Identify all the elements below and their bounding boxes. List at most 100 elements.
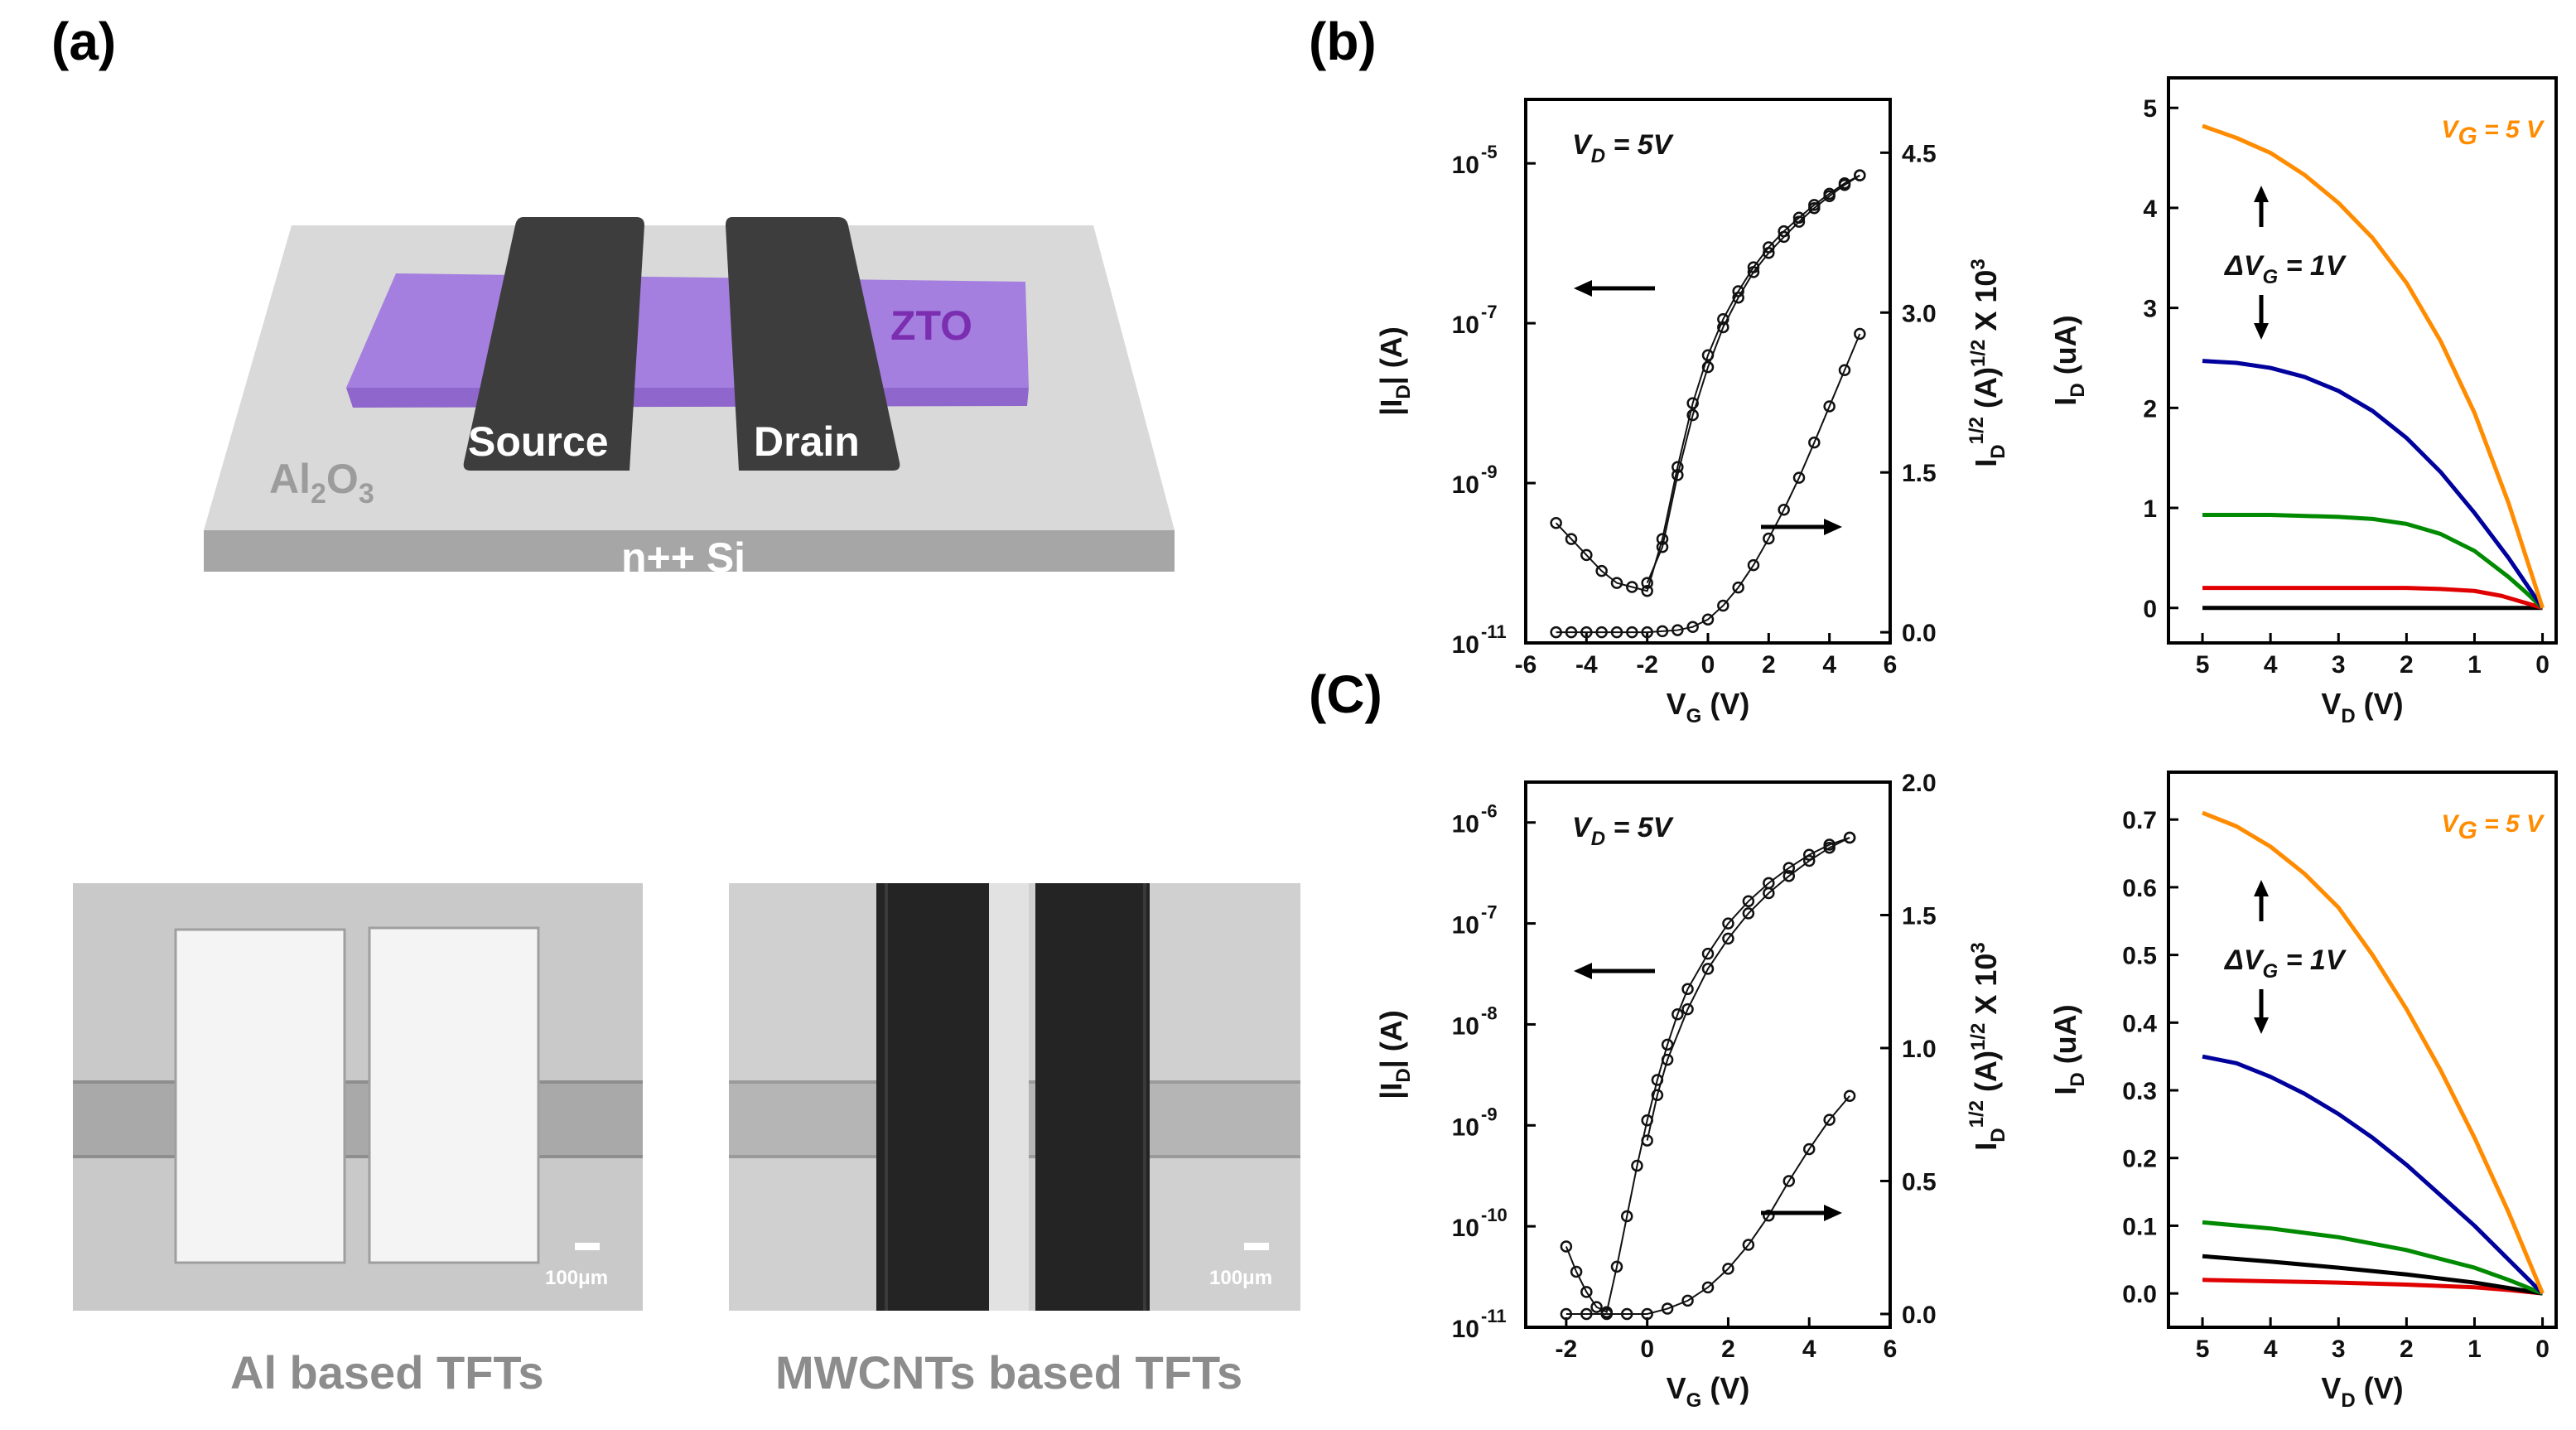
x-tick-label: 4 bbox=[1822, 651, 1836, 679]
x-axis-title: VG (V) bbox=[1667, 1371, 1750, 1412]
data-point bbox=[1686, 397, 1699, 409]
x-tick-label: 6 bbox=[1884, 651, 1898, 679]
data-point bbox=[1681, 1294, 1694, 1307]
y-right-tick-label: 0.0 bbox=[1902, 620, 1937, 647]
data-point bbox=[1620, 1307, 1633, 1321]
data-point bbox=[1641, 626, 1653, 639]
data-point bbox=[1651, 1089, 1664, 1101]
x-tick-label: 4 bbox=[2264, 651, 2278, 679]
delta-vg-label: ΔVG = 1V bbox=[2223, 944, 2347, 983]
y-right-axis-title: ID1/2 (A)1/2 X 103 bbox=[1966, 258, 2009, 467]
text-part: V bbox=[2321, 1371, 2341, 1405]
caption-right: MWCNTs based TFTs bbox=[775, 1346, 1242, 1399]
text-part: 10 bbox=[1452, 912, 1479, 940]
drain-label: Drain bbox=[754, 418, 860, 465]
y-right-tick-label: 1.5 bbox=[1902, 902, 1937, 930]
y-right-tick-label: 3.0 bbox=[1902, 300, 1937, 327]
data-point bbox=[1610, 577, 1623, 589]
x-tick-label: -2 bbox=[1556, 1336, 1578, 1363]
text-part: | (A) bbox=[1374, 1010, 1409, 1068]
data-point bbox=[1595, 626, 1608, 639]
text-part: 10 bbox=[1452, 631, 1479, 659]
text-part: D bbox=[1987, 444, 2009, 458]
data-point bbox=[1672, 624, 1684, 636]
text-part: V bbox=[1572, 812, 1594, 843]
y-left-tick-label: 10 bbox=[1452, 1316, 1479, 1343]
text-part: = 5 V bbox=[2477, 810, 2545, 838]
data-point bbox=[1641, 1134, 1653, 1147]
data-point bbox=[1823, 1114, 1836, 1126]
x-tick-label: 4 bbox=[2264, 1336, 2278, 1363]
data-point bbox=[1580, 1286, 1593, 1298]
data-point bbox=[1701, 947, 1715, 960]
x-tick-label: -4 bbox=[1575, 651, 1598, 679]
plot-frame bbox=[2167, 76, 2558, 645]
y-tick-label: 0.3 bbox=[2122, 1078, 2157, 1105]
data-point bbox=[1732, 291, 1744, 304]
delta-vg-label: ΔVG = 1V bbox=[2223, 250, 2347, 288]
data-point bbox=[1580, 1307, 1593, 1321]
scale-bar-right: 100μm bbox=[1209, 1267, 1272, 1289]
data-point bbox=[1782, 870, 1796, 882]
data-point bbox=[1732, 581, 1744, 594]
text-part: 10 bbox=[1452, 1215, 1479, 1242]
down-arrow-head bbox=[2254, 1017, 2269, 1034]
channel-edge bbox=[346, 388, 1029, 408]
series-line bbox=[1565, 837, 1850, 1314]
data-point bbox=[1854, 169, 1866, 181]
x-axis-title: VD (V) bbox=[2321, 687, 2403, 727]
text-part: V bbox=[1667, 1371, 1686, 1405]
text-part: G bbox=[2458, 123, 2477, 150]
data-point bbox=[1782, 862, 1796, 874]
text-part: D bbox=[2341, 705, 2355, 727]
text-part: D bbox=[1591, 145, 1605, 167]
text-part: D bbox=[2067, 1072, 2089, 1086]
x-tick-label: -2 bbox=[1636, 651, 1658, 679]
text-part: | (A) bbox=[1374, 326, 1409, 384]
x-tick-label: 2 bbox=[1721, 1336, 1735, 1363]
y-tick-label: 0.2 bbox=[2122, 1146, 2157, 1173]
text-part: 10 bbox=[1452, 152, 1479, 179]
data-point bbox=[1823, 400, 1836, 413]
text-part: (uA) bbox=[2048, 1004, 2082, 1072]
data-point bbox=[1672, 469, 1684, 481]
text-part: I bbox=[1969, 1143, 2003, 1151]
text-part: V bbox=[1667, 687, 1686, 721]
y-left-tick-exponent: -11 bbox=[1481, 621, 1507, 642]
data-point bbox=[1782, 1175, 1796, 1187]
output-curve bbox=[2202, 586, 2544, 611]
y-left-tick-label: 10 bbox=[1452, 912, 1479, 940]
chart-c-output: 5 4 3 2 1 00.00.10.20.30.40.50.60.7 VG = 5 VΔV… bbox=[2048, 771, 2558, 1412]
data-point bbox=[1742, 895, 1755, 908]
text-part: G bbox=[1686, 705, 1702, 727]
y-tick-label: 3 bbox=[2143, 296, 2157, 323]
text-part: (A) bbox=[1969, 1051, 2003, 1100]
y-right-tick-label: 0.5 bbox=[1902, 1168, 1937, 1196]
al-source-pad bbox=[174, 928, 346, 1264]
text-part: (V) bbox=[1701, 1371, 1749, 1405]
output-curve bbox=[2202, 512, 2545, 610]
y-left-tick-label: 10 bbox=[1452, 1114, 1479, 1141]
data-point bbox=[1763, 1209, 1775, 1222]
data-point bbox=[1792, 471, 1806, 484]
output-curve bbox=[2202, 359, 2545, 610]
data-point bbox=[1808, 201, 1821, 215]
output-curve bbox=[2202, 1220, 2544, 1296]
vg-label: VG = 5 V bbox=[2441, 116, 2545, 150]
micrograph-al: 100μm bbox=[73, 883, 643, 1311]
data-point bbox=[1656, 540, 1669, 553]
data-point bbox=[1672, 1008, 1684, 1021]
x-tick-label: 4 bbox=[1802, 1336, 1816, 1363]
data-point bbox=[1722, 1263, 1734, 1275]
y-left-tick-label: 10 bbox=[1452, 1215, 1479, 1242]
data-point bbox=[1570, 1265, 1583, 1278]
data-point bbox=[1590, 1301, 1603, 1313]
text-part: G bbox=[2458, 817, 2477, 844]
y-axis-title: ID (uA) bbox=[2048, 315, 2089, 405]
data-point bbox=[1747, 558, 1760, 572]
text-part: (uA) bbox=[2048, 315, 2082, 383]
down-arrow-head bbox=[2254, 323, 2269, 340]
